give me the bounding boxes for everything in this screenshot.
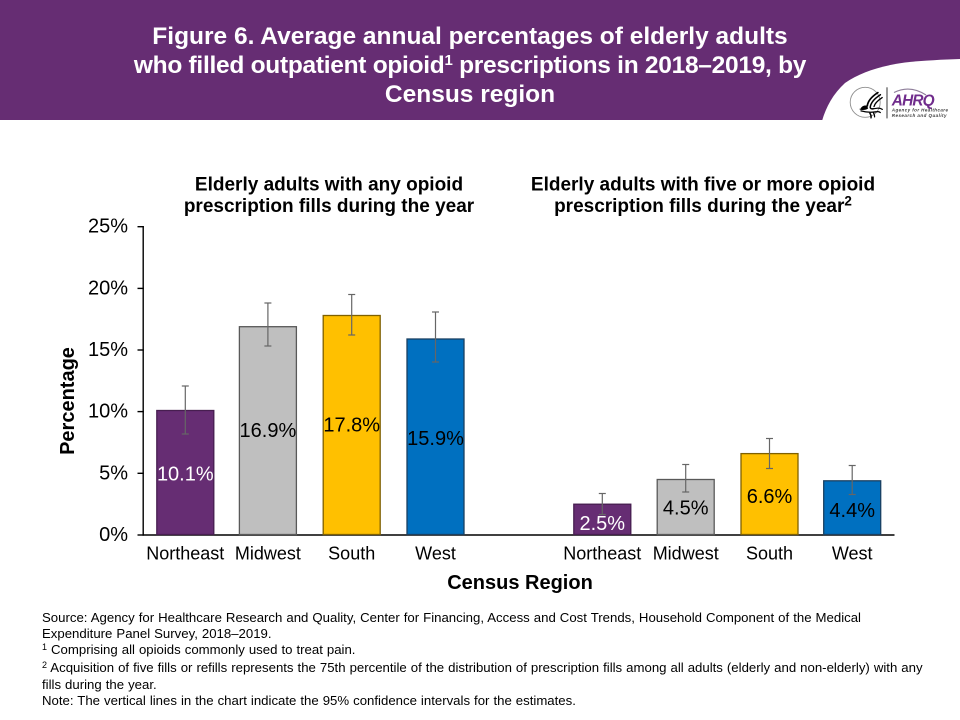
svg-text:17.8%: 17.8%: [323, 415, 380, 437]
svg-text:0%: 0%: [99, 524, 128, 546]
svg-text:Research and Quality: Research and Quality: [892, 113, 947, 118]
svg-text:West: West: [415, 543, 456, 563]
svg-text:15%: 15%: [88, 339, 128, 361]
svg-text:10%: 10%: [88, 401, 128, 423]
svg-text:Census Region: Census Region: [447, 572, 593, 594]
svg-text:prescription fills during the: prescription fills during the year: [184, 196, 475, 217]
svg-text:Elderly adults with five or mo: Elderly adults with five or more opioid: [531, 174, 875, 195]
svg-text:16.9%: 16.9%: [240, 420, 297, 442]
svg-text:Percentage: Percentage: [57, 347, 79, 455]
svg-text:10.1%: 10.1%: [157, 463, 214, 485]
svg-text:prescription fills during the: prescription fills during the year2: [554, 193, 852, 217]
svg-text:15.9%: 15.9%: [407, 428, 464, 450]
svg-text:20%: 20%: [88, 277, 128, 299]
svg-text:4.4%: 4.4%: [829, 500, 875, 522]
svg-text:Midwest: Midwest: [653, 543, 719, 563]
svg-text:Northeast: Northeast: [146, 543, 224, 563]
svg-text:South: South: [746, 543, 793, 563]
svg-text:Northeast: Northeast: [563, 543, 641, 563]
svg-text:6.6%: 6.6%: [747, 486, 793, 508]
svg-text:West: West: [832, 543, 873, 563]
svg-text:4.5%: 4.5%: [663, 498, 709, 520]
svg-text:25%: 25%: [88, 216, 128, 238]
svg-text:AHRQ: AHRQ: [891, 93, 935, 110]
svg-text:2.5%: 2.5%: [580, 513, 626, 535]
svg-text:5%: 5%: [99, 462, 128, 484]
svg-text:Midwest: Midwest: [235, 543, 301, 563]
svg-text:Elderly adults with any opioid: Elderly adults with any opioid: [195, 174, 463, 195]
svg-text:Agency for Healthcare: Agency for Healthcare: [891, 108, 949, 113]
svg-text:South: South: [328, 543, 375, 563]
